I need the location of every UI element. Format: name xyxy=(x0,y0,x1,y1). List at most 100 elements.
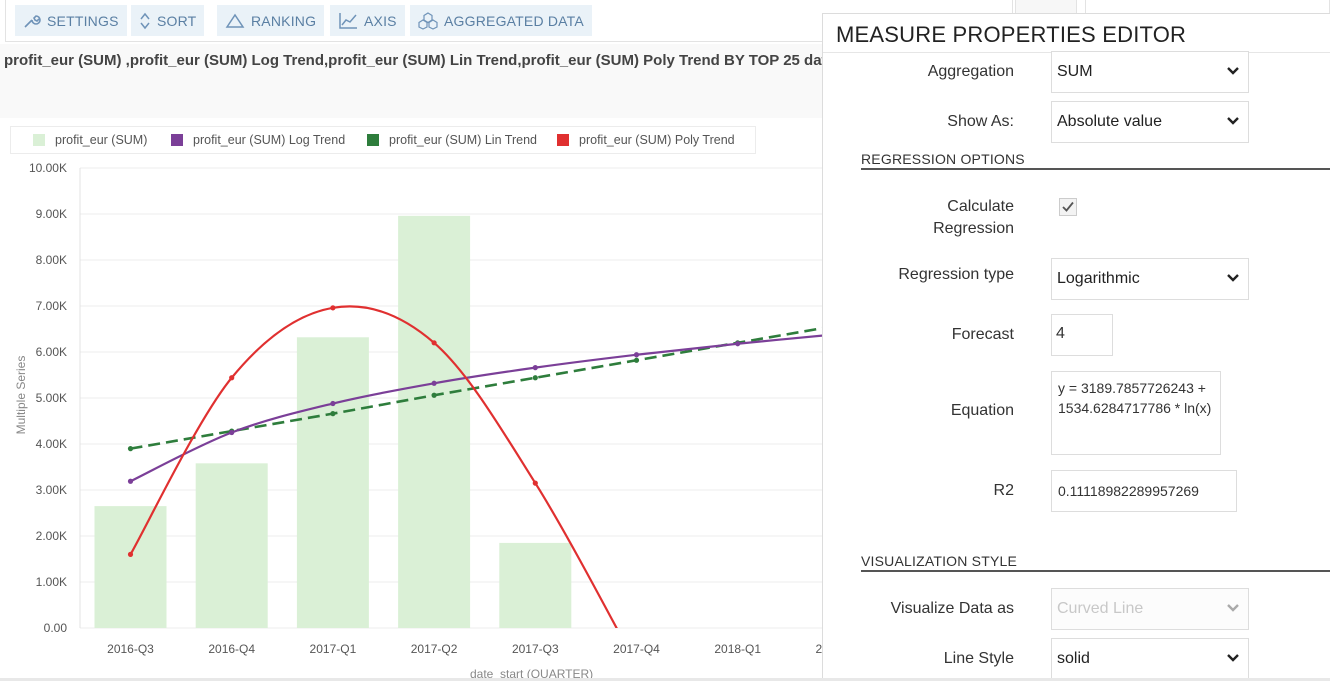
axis-icon xyxy=(339,12,357,29)
bottom-scroll-edge xyxy=(0,678,1330,681)
aggregation-select[interactable]: SUM xyxy=(1051,51,1249,93)
log-trend-point xyxy=(532,365,538,371)
bar xyxy=(499,542,572,628)
log-trend-point xyxy=(633,352,640,358)
lin-trend-line xyxy=(130,326,822,450)
calculate-regression-label: Calculate Regression xyxy=(834,196,1014,240)
log-trend-line xyxy=(130,334,822,483)
ranking-button[interactable]: RANKING xyxy=(217,5,325,36)
poly-trend-point xyxy=(229,375,235,381)
x-tick-label: 2018-Q1 xyxy=(714,642,761,656)
y-tick-label: 0.00 xyxy=(44,621,68,635)
chevron-down-icon xyxy=(1227,654,1239,662)
legend-swatch-lin-trend xyxy=(367,134,379,146)
forecast-input[interactable]: 4 xyxy=(1051,314,1113,356)
show-as-label: Show As: xyxy=(947,113,1014,130)
legend-item-lin-trend[interactable]: profit_eur (SUM) Lin Trend xyxy=(367,127,537,153)
x-tick-label: 2017-Q2 xyxy=(411,642,458,656)
ranking-label: RANKING xyxy=(251,12,317,29)
calculate-regression-label-line1: Calculate xyxy=(947,198,1014,215)
settings-label: SETTINGS xyxy=(47,12,119,29)
chart-legend: profit_eur (SUM) profit_eur (SUM) Log Tr… xyxy=(10,126,756,154)
bar xyxy=(296,337,369,628)
legend-label-lin-trend: profit_eur (SUM) Lin Trend xyxy=(389,133,537,147)
x-tick-label: 2016-Q4 xyxy=(208,642,255,656)
aggregation-value: SUM xyxy=(1057,63,1093,80)
lin-trend-point xyxy=(431,392,437,398)
log-trend-point xyxy=(229,429,235,436)
wrench-icon xyxy=(24,14,41,28)
sort-label: SORT xyxy=(157,12,197,29)
lin-trend-point xyxy=(330,411,336,417)
log-trend-point xyxy=(330,400,336,407)
lin-trend-point xyxy=(127,446,134,452)
chevron-down-icon xyxy=(1227,67,1239,75)
measure-properties-editor: MEASURE PROPERTIES EDITOR Aggregation SU… xyxy=(822,13,1330,681)
forecast-label: Forecast xyxy=(951,326,1014,343)
calculate-regression-checkbox[interactable] xyxy=(1059,198,1077,216)
x-tick-label: 2017-Q1 xyxy=(310,642,357,656)
y-tick-label: 8.00K xyxy=(36,253,67,267)
legend-label-log-trend: profit_eur (SUM) Log Trend xyxy=(193,133,346,147)
y-tick-label: 7.00K xyxy=(36,299,67,313)
legend-item-bars[interactable]: profit_eur (SUM) xyxy=(33,127,147,153)
y-tick-label: 9.00K xyxy=(36,207,67,221)
bar xyxy=(195,463,268,628)
visualize-as-value: Curved Line xyxy=(1057,600,1144,617)
aggregated-data-label: AGGREGATED DATA xyxy=(444,12,584,29)
bar xyxy=(398,215,471,628)
y-tick-label: 10.00K xyxy=(29,161,67,175)
chart-subtitle: profit_eur (SUM) ,profit_eur (SUM) Log T… xyxy=(4,52,827,69)
visualize-as-select[interactable]: Curved Line xyxy=(1051,588,1249,630)
regression-type-select[interactable]: Logarithmic xyxy=(1051,258,1249,300)
legend-item-poly-trend[interactable]: profit_eur (SUM) Poly Trend xyxy=(557,127,735,153)
aggregated-data-button[interactable]: AGGREGATED DATA xyxy=(410,5,592,36)
aggregation-label: Aggregation xyxy=(927,63,1014,80)
y-tick-label: 4.00K xyxy=(36,437,67,451)
sort-button[interactable]: SORT xyxy=(131,5,205,36)
legend-swatch-bars xyxy=(33,134,45,146)
poly-trend-point xyxy=(330,305,336,311)
line-style-value: solid xyxy=(1057,650,1090,667)
axis-label: AXIS xyxy=(364,12,397,29)
poly-trend-point xyxy=(127,551,134,558)
legend-item-log-trend[interactable]: profit_eur (SUM) Log Trend xyxy=(171,127,345,153)
trend-chart: 0.00 1.00K 2.00K 3.00K 4.00K 5.00K 6.00K 7.00K 8… xyxy=(29,161,822,656)
visualize-as-label: Visualize Data as xyxy=(890,600,1014,617)
sort-icon xyxy=(140,12,150,29)
x-tick-label: 2018-Q2 xyxy=(816,642,822,656)
line-style-label: Line Style xyxy=(943,650,1014,667)
legend-label-poly-trend: profit_eur (SUM) Poly Trend xyxy=(579,133,735,147)
axis-button[interactable]: AXIS xyxy=(330,5,405,36)
y-tick-label: 6.00K xyxy=(36,345,67,359)
y-tick-label: 1.00K xyxy=(36,575,67,589)
lin-trend-point xyxy=(633,357,640,363)
regression-type-value: Logarithmic xyxy=(1057,270,1140,287)
legend-swatch-poly-trend xyxy=(557,134,569,146)
r2-input[interactable]: 0.11118982289957269 xyxy=(1051,470,1237,512)
bar xyxy=(94,506,167,628)
editor-title: MEASURE PROPERTIES EDITOR xyxy=(836,22,1187,47)
visualization-style-heading: VISUALIZATION STYLE xyxy=(861,553,1330,572)
chevron-down-icon xyxy=(1227,117,1239,125)
chevron-down-icon xyxy=(1227,604,1239,612)
poly-trend-line xyxy=(129,305,618,628)
r2-label: R2 xyxy=(993,482,1014,499)
calculate-regression-label-line2: Regression xyxy=(933,220,1014,237)
x-axis-title: date_start (QUARTER) xyxy=(470,667,594,681)
log-trend-point xyxy=(735,341,741,347)
show-as-value: Absolute value xyxy=(1057,113,1162,130)
line-style-select[interactable]: solid xyxy=(1051,638,1249,680)
y-tick-label: 2.00K xyxy=(36,529,67,543)
legend-label-bars: profit_eur (SUM) xyxy=(55,133,148,147)
equation-textarea[interactable]: y = 3189.7857726243 + 1534.6284717786 * … xyxy=(1051,371,1221,455)
show-as-select[interactable]: Absolute value xyxy=(1051,101,1249,143)
settings-button[interactable]: SETTINGS xyxy=(15,5,127,36)
chevron-down-icon xyxy=(1227,274,1239,282)
x-tick-label: 2017-Q4 xyxy=(613,642,660,656)
log-trend-point xyxy=(127,478,134,484)
regression-options-heading: REGRESSION OPTIONS xyxy=(861,151,1330,170)
y-axis-title: Multiple Series xyxy=(14,355,28,435)
y-tick-label: 3.00K xyxy=(36,483,67,497)
x-tick-label: 2016-Q3 xyxy=(107,642,154,656)
